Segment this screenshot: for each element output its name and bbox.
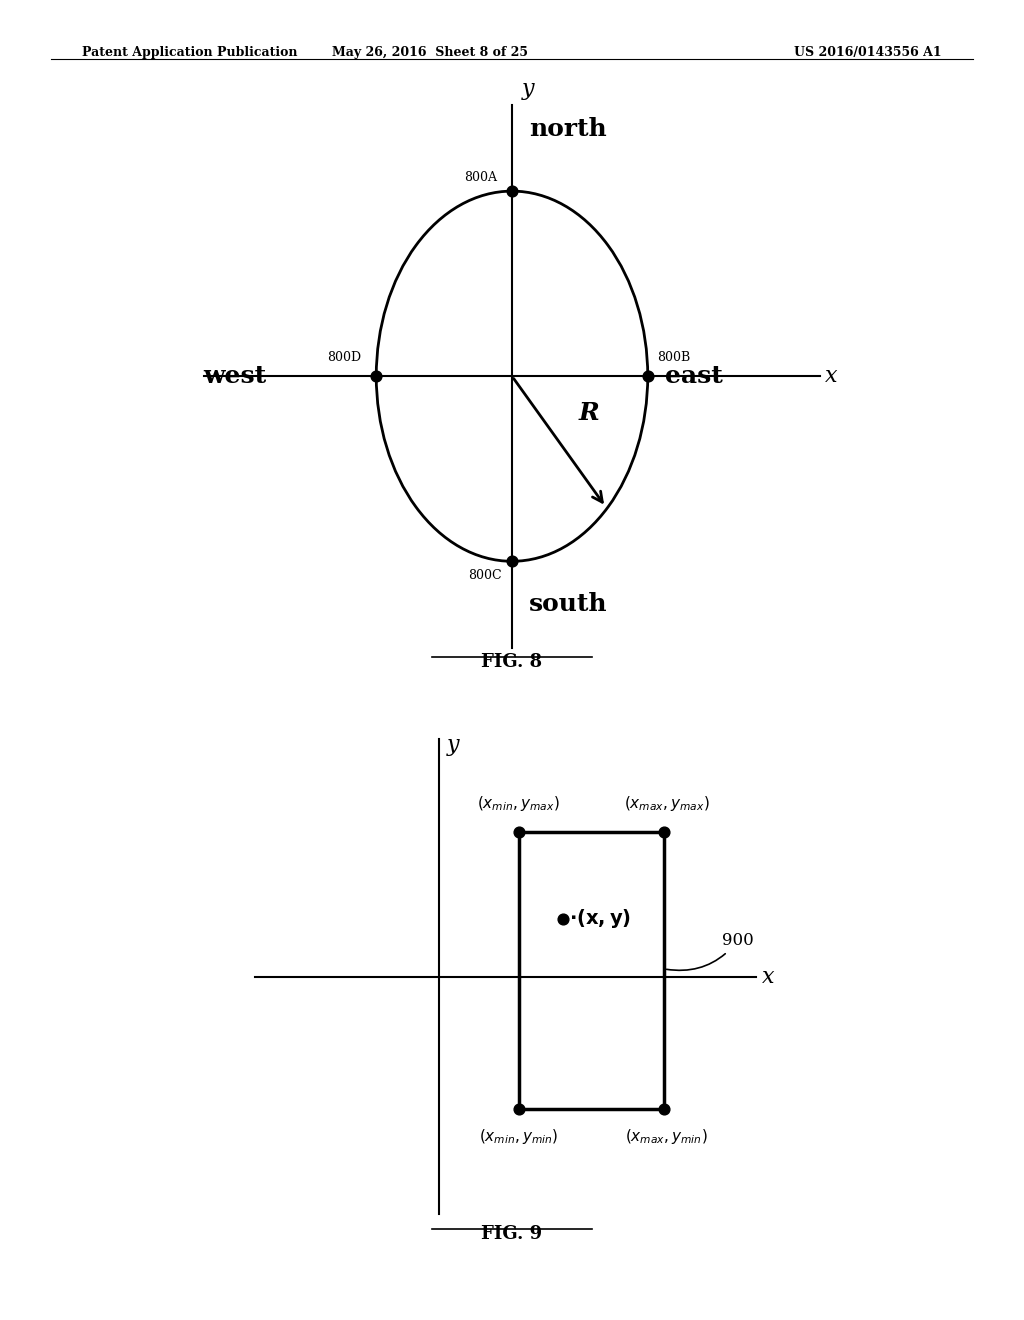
Bar (518, 832, 664, 1109)
Text: R: R (579, 401, 599, 425)
Point (510, 821, 526, 842)
Point (504, 550, 520, 572)
Point (368, 366, 384, 387)
Text: Patent Application Publication: Patent Application Publication (82, 46, 297, 59)
Text: 800A: 800A (464, 170, 498, 183)
Text: 800D: 800D (328, 351, 361, 364)
Text: US 2016/0143556 A1: US 2016/0143556 A1 (795, 46, 942, 59)
Text: east: east (665, 364, 723, 388)
Text: $(x_{max},y_{max})$: $(x_{max},y_{max})$ (624, 795, 710, 813)
Point (555, 908, 571, 929)
Point (510, 1098, 526, 1119)
Text: 900: 900 (667, 932, 754, 970)
Text: FIG. 9: FIG. 9 (481, 1225, 543, 1243)
Text: y: y (522, 78, 535, 100)
Text: $(x_{min},y_{max})$: $(x_{min},y_{max})$ (477, 795, 560, 813)
Text: y: y (447, 734, 460, 756)
Text: FIG. 8: FIG. 8 (481, 653, 543, 672)
Text: $(x_{max},y_{min})$: $(x_{max},y_{min})$ (625, 1127, 708, 1146)
Point (655, 1098, 672, 1119)
Text: $\mathbf{\bullet(x,y)}$: $\mathbf{\bullet(x,y)}$ (568, 907, 631, 931)
Text: $(x_{min},y_{min})$: $(x_{min},y_{min})$ (479, 1127, 558, 1146)
Text: 800B: 800B (657, 351, 691, 364)
Point (504, 181, 520, 202)
Text: west: west (204, 364, 266, 388)
Text: south: south (529, 591, 608, 615)
Text: x: x (762, 966, 774, 987)
Text: May 26, 2016  Sheet 8 of 25: May 26, 2016 Sheet 8 of 25 (332, 46, 528, 59)
Text: 800C: 800C (469, 569, 502, 582)
Point (655, 821, 672, 842)
Text: north: north (529, 117, 607, 141)
Point (640, 366, 656, 387)
Text: x: x (825, 366, 838, 387)
